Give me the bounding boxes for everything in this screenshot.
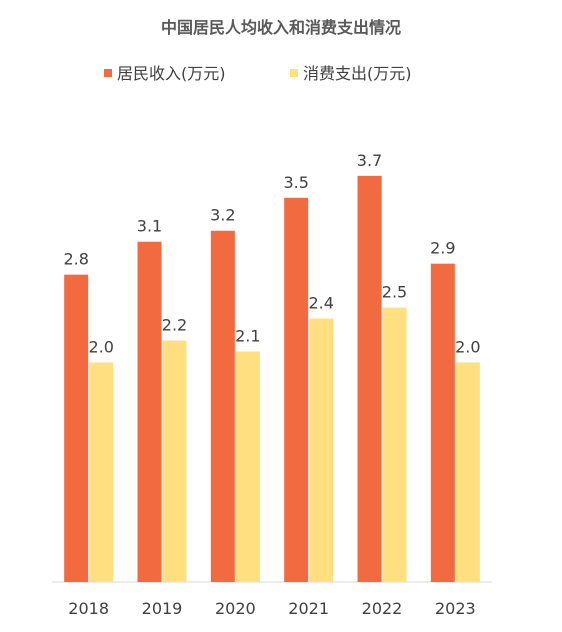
chart-title: 中国居民人均收入和消费支出情况 [161, 18, 401, 37]
data-label-income-2021: 3.5 [283, 173, 308, 192]
data-label-income-2023: 2.9 [430, 239, 455, 258]
data-label-consumption-2021: 2.4 [308, 294, 333, 313]
data-label-income-2020: 3.2 [210, 206, 235, 225]
data-label-consumption-2019: 2.2 [162, 316, 187, 335]
data-label-consumption-2022: 2.5 [382, 283, 407, 302]
legend-label-consumption: 消费支出(万元) [303, 64, 412, 83]
data-labels-layer: 2.8 2.0 3.1 2.2 3.2 2.1 3.5 2.4 3.7 2.5 2.9 2.0 [63, 151, 480, 357]
data-label-consumption-2023: 2.0 [455, 337, 480, 356]
legend: 居民收入(万元) 消费支出(万元) [104, 64, 412, 83]
legend-swatch-income [104, 69, 112, 77]
bar-income-2020 [210, 230, 235, 583]
x-tick-2022: 2022 [362, 599, 403, 618]
x-tick-2018: 2018 [68, 599, 109, 618]
x-tick-2021: 2021 [288, 599, 329, 618]
bar-consumption-2019 [162, 340, 187, 582]
x-tick-2023: 2023 [435, 599, 476, 618]
bar-consumption-2020 [235, 351, 260, 582]
bar-income-2022 [357, 175, 382, 583]
bar-income-2018 [64, 274, 89, 582]
x-tick-2020: 2020 [215, 599, 256, 618]
legend-swatch-consumption [290, 69, 298, 77]
bar-income-2023 [430, 263, 455, 582]
bar-income-2021 [284, 197, 309, 582]
data-label-income-2019: 3.1 [137, 217, 162, 236]
bars-layer [64, 175, 480, 583]
x-tick-2019: 2019 [142, 599, 183, 618]
data-label-consumption-2020: 2.1 [235, 326, 260, 345]
bar-consumption-2023 [455, 362, 480, 582]
bar-consumption-2021 [309, 318, 334, 582]
bar-consumption-2022 [382, 307, 407, 582]
x-tick-labels-layer: 2018 2019 2020 2021 2022 2023 [68, 599, 475, 618]
legend-label-income: 居民收入(万元) [117, 64, 226, 83]
data-label-income-2018: 2.8 [63, 250, 88, 269]
data-label-consumption-2018: 2.0 [88, 337, 113, 356]
bar-consumption-2018 [89, 362, 114, 582]
data-label-income-2022: 3.7 [357, 151, 382, 170]
bar-income-2019 [137, 241, 162, 582]
